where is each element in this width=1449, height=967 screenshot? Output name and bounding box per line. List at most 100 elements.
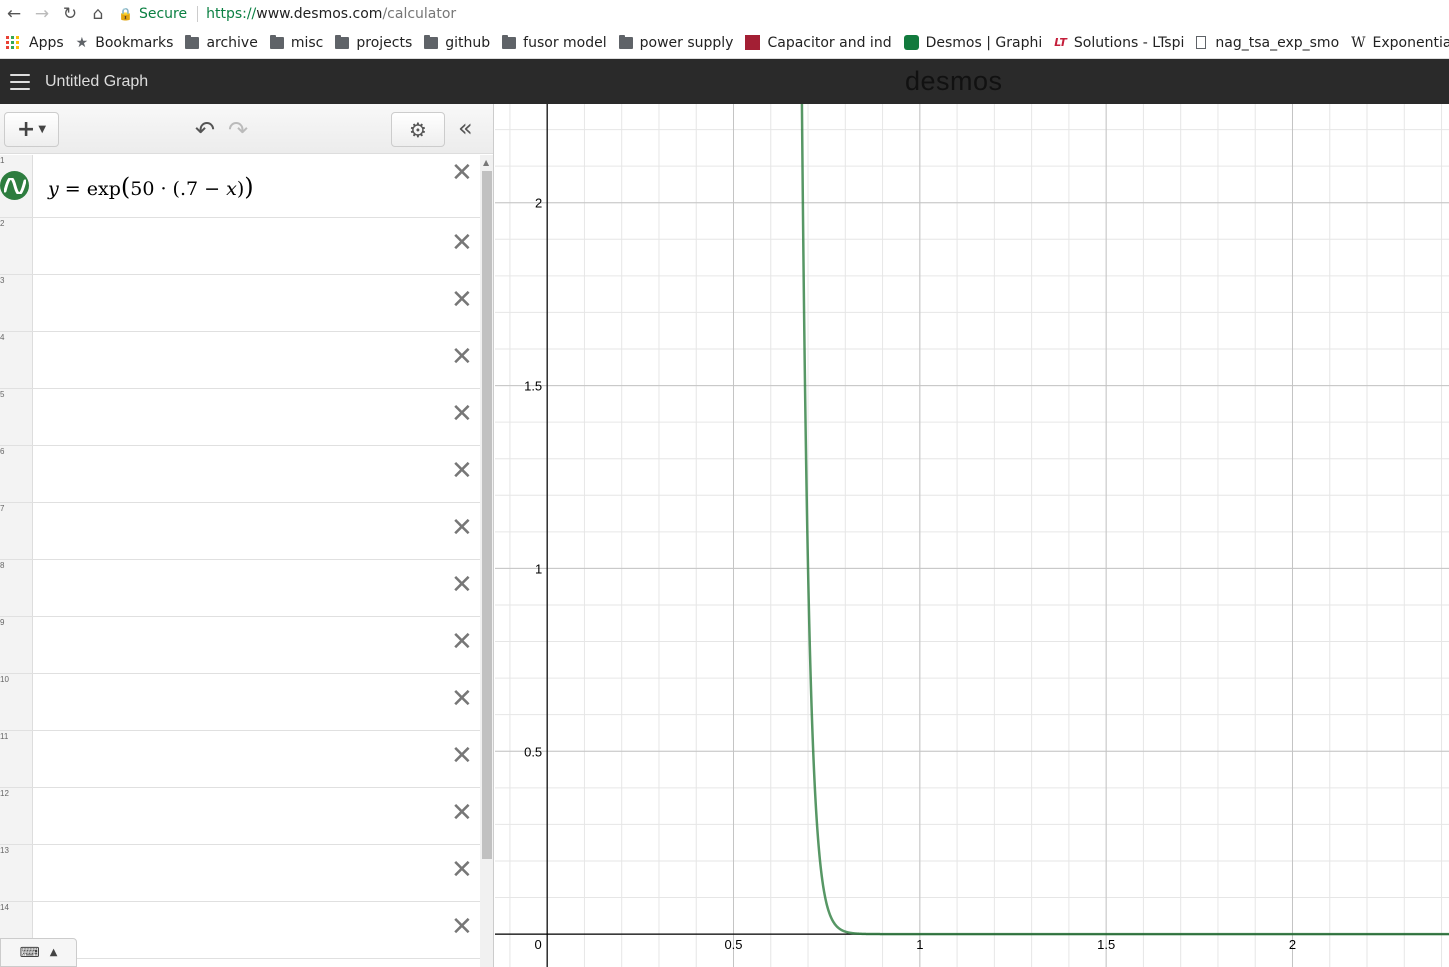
x-tick-label: 2 <box>1289 937 1296 952</box>
delete-expression-icon[interactable]: ✕ <box>451 342 473 372</box>
expression-row[interactable]: 9 ✕ <box>0 617 480 674</box>
keyboard-icon: ⌨ <box>19 944 40 961</box>
folder-icon <box>424 34 439 49</box>
bookmark-github[interactable]: github <box>418 27 496 58</box>
delete-expression-icon[interactable]: ✕ <box>451 228 473 258</box>
expression-row[interactable]: 7 ✕ <box>0 503 480 560</box>
delete-expression-icon[interactable]: ✕ <box>451 158 473 188</box>
expression-toolbar: + ▼ ↶ ↷ ⚙ « <box>0 104 493 154</box>
lock-icon: 🔒 <box>118 6 133 21</box>
menu-icon[interactable] <box>10 73 30 90</box>
paren-close-inner: ) <box>236 178 245 200</box>
expression-panel: + ▼ ↶ ↷ ⚙ « 1 y = exp(50 · (.7 − x)) ✕ 2 ✕… <box>0 104 494 967</box>
delete-expression-icon[interactable]: ✕ <box>451 399 473 429</box>
x-tick-label: 1 <box>916 937 923 952</box>
back-icon[interactable]: ← <box>6 3 22 24</box>
row-gutter: 5 <box>0 389 33 445</box>
expression-row[interactable]: 2 ✕ <box>0 218 480 275</box>
scroll-thumb[interactable] <box>482 171 492 859</box>
expr-coef: 50 <box>130 178 155 200</box>
bookmark-projects[interactable]: projects <box>329 27 418 58</box>
bookmark-bookmarks[interactable]: ★ Bookmarks <box>70 27 180 58</box>
expr-minus: − <box>198 178 227 200</box>
row-gutter: 9 <box>0 617 33 673</box>
bookmark-nag[interactable]: nag_tsa_exp_smo <box>1190 27 1345 58</box>
delete-expression-icon[interactable]: ✕ <box>451 570 473 600</box>
bookmark-label: projects <box>356 34 413 51</box>
panel-scrollbar[interactable]: ▲ <box>480 155 493 967</box>
bookmark-misc[interactable]: misc <box>264 27 330 58</box>
desmos-logo: desmos <box>905 66 1003 96</box>
expression-row[interactable]: 3 ✕ <box>0 275 480 332</box>
delete-expression-icon[interactable]: ✕ <box>451 912 473 942</box>
bookmark-apps[interactable]: Apps <box>0 27 70 58</box>
reload-icon[interactable]: ↻ <box>62 3 78 24</box>
delete-expression-icon[interactable]: ✕ <box>451 513 473 543</box>
bookmark-fusor-model[interactable]: fusor model <box>496 27 612 58</box>
expression-math[interactable]: y = exp(50 · (.7 − x)) <box>48 173 254 201</box>
undo-icon[interactable]: ↶ <box>195 116 216 144</box>
y-tick-label: 1.5 <box>524 379 542 394</box>
expression-row[interactable]: 10 ✕ <box>0 674 480 731</box>
bookmark-exponential[interactable]: W Exponential sm <box>1345 27 1449 58</box>
home-icon[interactable]: ⌂ <box>92 3 104 24</box>
paren-open-inner: ( <box>172 178 180 200</box>
star-icon: ★ <box>75 34 89 51</box>
redo-icon[interactable]: ↷ <box>228 116 249 144</box>
expression-row[interactable]: 8 ✕ <box>0 560 480 617</box>
delete-expression-icon[interactable]: ✕ <box>451 855 473 885</box>
row-gutter: 6 <box>0 446 33 502</box>
graph-color-icon[interactable] <box>0 171 29 200</box>
row-number: 8 <box>0 561 5 570</box>
add-item-button[interactable]: + ▼ <box>4 112 59 147</box>
y-tick-label: 1 <box>535 561 542 576</box>
url-field[interactable]: 🔒 Secure https://www.desmos.com/calculat… <box>118 3 456 25</box>
row-gutter: 7 <box>0 503 33 559</box>
keypad-toggle-button[interactable]: ⌨ ▲ <box>0 938 77 967</box>
settings-button[interactable]: ⚙ <box>391 112 445 147</box>
graph-canvas[interactable]: 0 0.5 1 1.5 2 0.5 1 1.5 2 <box>495 104 1449 967</box>
row-gutter: 13 <box>0 845 33 901</box>
expression-row[interactable]: 13 ✕ <box>0 845 480 902</box>
bookmark-label: Capacitor and ind <box>767 34 892 51</box>
bookmark-capacitor[interactable]: Capacitor and ind <box>739 27 897 58</box>
row-number: 9 <box>0 618 5 627</box>
graph-title[interactable]: Untitled Graph <box>45 72 149 90</box>
url-path: /calculator <box>382 5 457 22</box>
row-number: 4 <box>0 333 5 342</box>
bookmark-power-supply[interactable]: power supply <box>613 27 740 58</box>
row-number: 10 <box>0 675 9 684</box>
expression-row[interactable]: 5 ✕ <box>0 389 480 446</box>
paren-close: ) <box>244 173 254 201</box>
bookmark-desmos[interactable]: Desmos | Graphi <box>898 27 1049 58</box>
expression-row[interactable]: 11 ✕ <box>0 731 480 788</box>
delete-expression-icon[interactable]: ✕ <box>451 456 473 486</box>
expression-list: 1 y = exp(50 · (.7 − x)) ✕ 2 ✕ 3 ✕ 4 ✕ 5 ✕ 6 ✕ 7 ✕ 8… <box>0 155 480 959</box>
folder-icon <box>269 34 284 49</box>
row-gutter: 11 <box>0 731 33 787</box>
forward-icon[interactable]: → <box>34 3 50 24</box>
row-number: 12 <box>0 789 9 798</box>
bookmark-label: misc <box>290 34 324 51</box>
delete-expression-icon[interactable]: ✕ <box>451 285 473 315</box>
expression-row[interactable]: 6 ✕ <box>0 446 480 503</box>
folder-icon <box>618 34 633 49</box>
delete-expression-icon[interactable]: ✕ <box>451 798 473 828</box>
delete-expression-icon[interactable]: ✕ <box>451 627 473 657</box>
scroll-up-icon[interactable]: ▲ <box>483 158 490 167</box>
collapse-panel-icon[interactable]: « <box>458 114 473 142</box>
row-number: 11 <box>0 732 9 741</box>
expression-row[interactable]: 1 y = exp(50 · (.7 − x)) ✕ <box>0 155 480 218</box>
row-gutter: 3 <box>0 275 33 331</box>
bookmark-archive[interactable]: archive <box>179 27 263 58</box>
expression-row[interactable]: 12 ✕ <box>0 788 480 845</box>
bookmark-label: Desmos | Graphi <box>925 34 1043 51</box>
graph-paper[interactable]: 0 0.5 1 1.5 2 0.5 1 1.5 2 <box>495 104 1449 967</box>
expression-row[interactable]: 4 ✕ <box>0 332 480 389</box>
row-number: 13 <box>0 846 9 855</box>
delete-expression-icon[interactable]: ✕ <box>451 741 473 771</box>
bookmark-ltspice[interactable]: LT Solutions - LTspi <box>1048 27 1190 58</box>
delete-expression-icon[interactable]: ✕ <box>451 684 473 714</box>
chevron-down-icon: ▼ <box>38 124 47 135</box>
row-gutter: 12 <box>0 788 33 844</box>
